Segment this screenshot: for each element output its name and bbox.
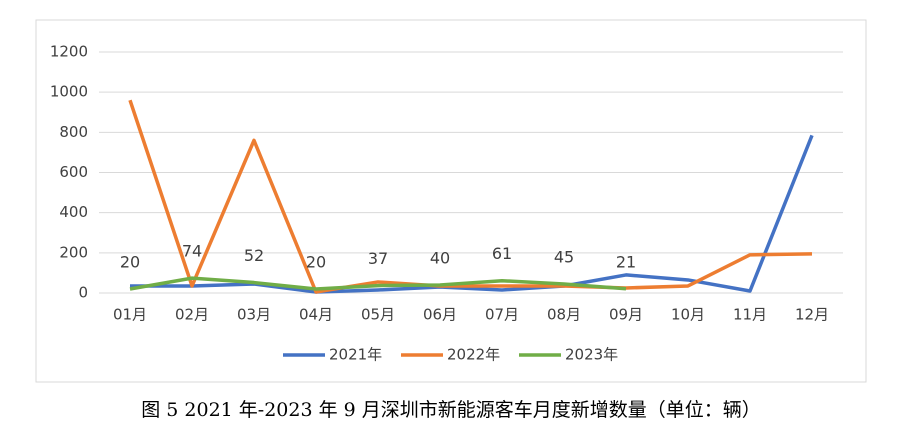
data-label: 20	[306, 252, 326, 271]
x-tick-label: 11月	[733, 306, 767, 324]
y-tick-label: 0	[78, 284, 88, 302]
x-tick-label: 09月	[609, 306, 643, 324]
y-tick-label: 1000	[50, 83, 88, 101]
legend-label: 2022年	[447, 346, 500, 364]
legend-label: 2023年	[565, 346, 618, 364]
series-line	[130, 134, 814, 294]
x-tick-label: 07月	[485, 306, 519, 324]
data-label: 37	[368, 249, 388, 268]
data-label: 40	[430, 248, 450, 267]
series-line	[129, 276, 627, 291]
data-label: 45	[554, 247, 574, 266]
data-label: 52	[244, 246, 264, 265]
y-tick-label: 400	[59, 203, 88, 221]
data-label: 74	[182, 242, 202, 261]
chart-frame	[35, 19, 867, 383]
x-tick-label: 03月	[237, 306, 271, 324]
x-tick-label: 12月	[795, 306, 829, 324]
x-tick-label: 02月	[175, 306, 209, 324]
x-tick-label: 06月	[423, 306, 457, 324]
series-line	[128, 99, 813, 294]
x-tick-label: 05月	[361, 306, 395, 324]
data-label: 21	[616, 252, 636, 271]
x-tick-label: 04月	[299, 306, 333, 324]
x-tick-label: 10月	[671, 306, 705, 324]
data-label: 20	[120, 252, 140, 271]
y-tick-label: 800	[59, 123, 88, 141]
y-tick-label: 1200	[50, 43, 88, 61]
data-label: 61	[492, 244, 512, 263]
x-tick-label: 01月	[113, 306, 147, 324]
x-tick-label: 08月	[547, 306, 581, 324]
chart-caption: 图 5 2021 年-2023 年 9 月深圳市新能源客车月度新增数量（单位：辆…	[141, 399, 761, 421]
y-tick-label: 600	[59, 163, 88, 181]
y-tick-label: 200	[59, 243, 88, 261]
legend-label: 2021年	[329, 346, 382, 364]
